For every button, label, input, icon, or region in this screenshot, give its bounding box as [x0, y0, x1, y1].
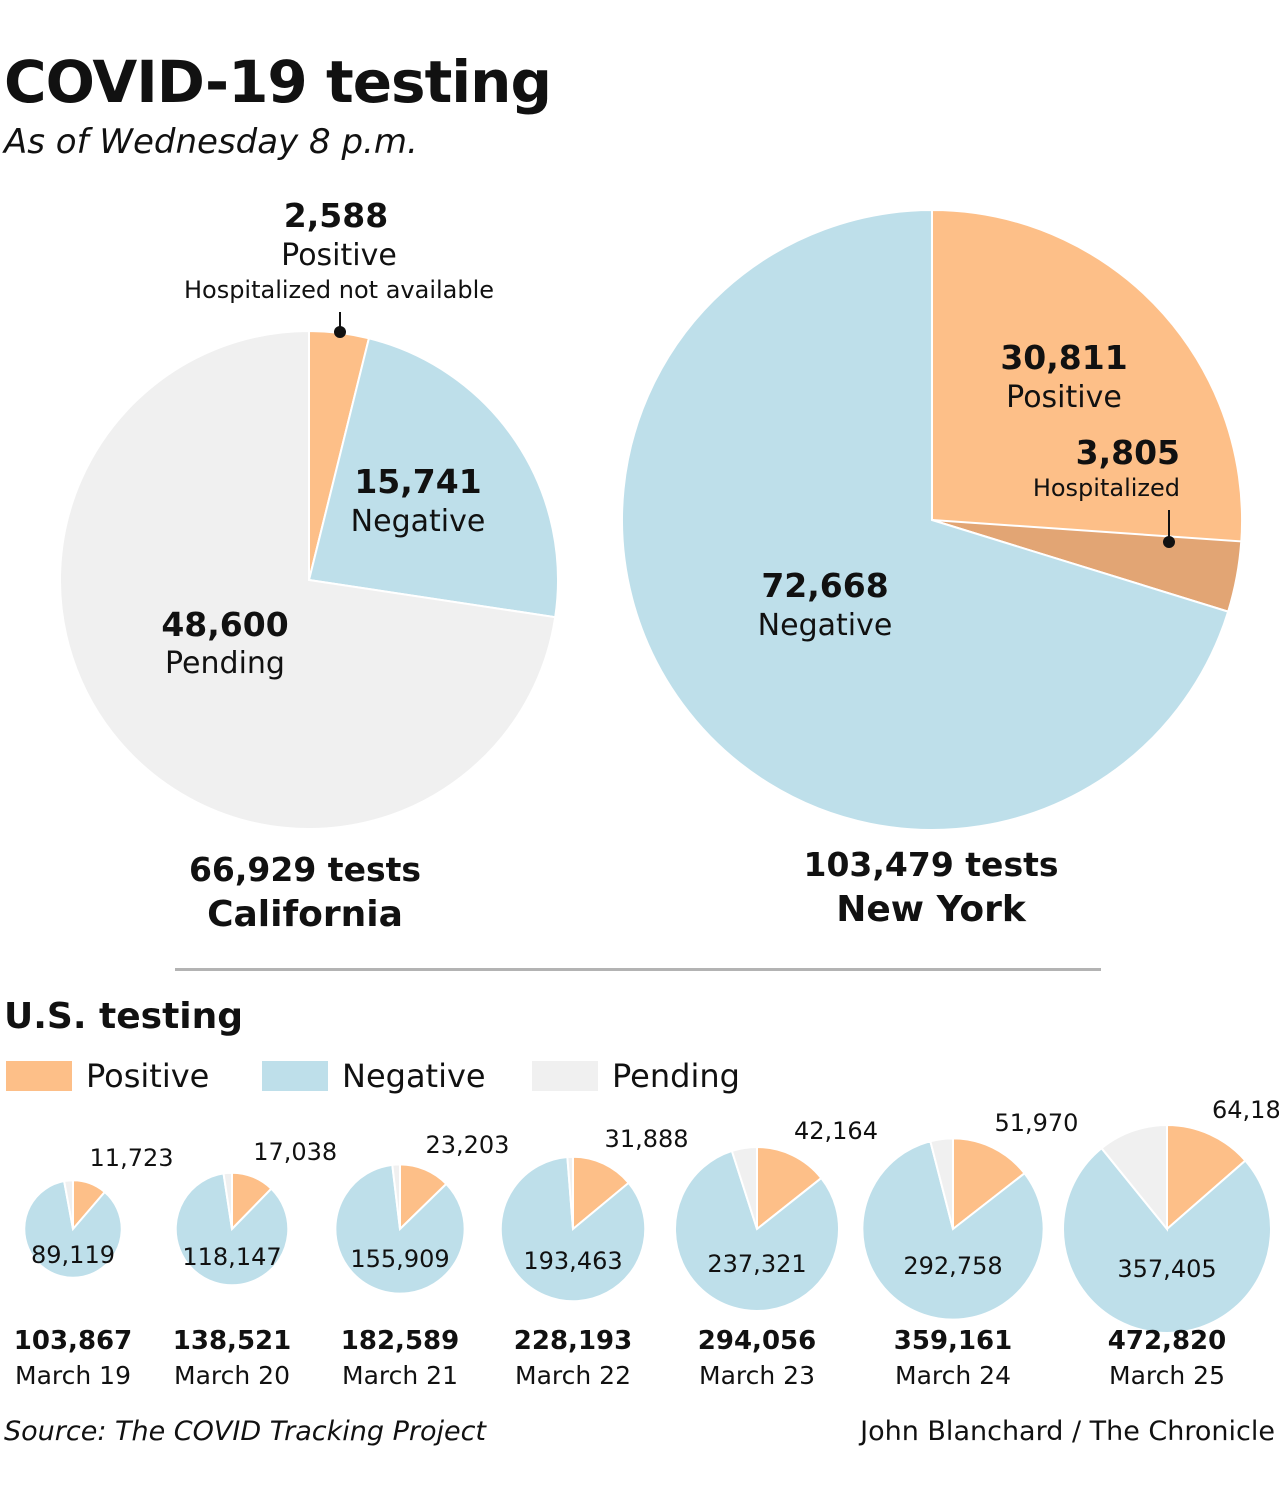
ny-total-tests: 103,479 tests	[803, 845, 1059, 884]
us-negative-slice	[1062, 1146, 1272, 1334]
us-positive-value: 64,180	[1212, 1096, 1279, 1125]
us-testing-title: U.S. testing	[4, 996, 244, 1037]
section-divider	[175, 968, 1101, 971]
ny-hospitalized-value: 3,805	[1075, 433, 1180, 472]
us-negative-value: 193,463	[523, 1247, 623, 1276]
us-negative-value: 237,321	[707, 1249, 807, 1278]
us-pending-slice	[566, 1155, 574, 1230]
us-negative-value: 357,405	[1117, 1255, 1217, 1283]
us-positive-slice	[952, 1137, 1026, 1232]
ca-pending-slice	[59, 329, 557, 830]
us-negative-slice	[174, 1172, 290, 1287]
us-total-value: 359,161	[893, 1326, 1013, 1356]
ny-positive-label: Positive	[1006, 380, 1122, 415]
us-negative-slice	[673, 1149, 840, 1312]
legend-positive: Positive	[6, 1056, 209, 1096]
ca-negative-value: 15,741	[354, 462, 482, 501]
us-total-value: 228,193	[513, 1326, 633, 1356]
us-negative-value: 118,147	[182, 1243, 282, 1272]
ny-positive-slice	[931, 208, 1243, 613]
ny-negative-label: Negative	[757, 608, 893, 643]
us-negative-value: 155,909	[350, 1245, 450, 1274]
us-total-value: 472,820	[1107, 1326, 1227, 1356]
legend-positive-label: Positive	[86, 1057, 210, 1095]
us-date-label: March 24	[895, 1361, 1011, 1390]
ny-hospitalized-leader-dot	[1163, 536, 1175, 548]
us-pending-slice	[929, 1137, 954, 1230]
legend-pending: Pending	[532, 1056, 740, 1096]
us-negative-value: 292,758	[903, 1251, 1003, 1280]
source-note: Source: The COVID Tracking Project	[4, 1416, 487, 1447]
us-total-value: 103,867	[13, 1326, 133, 1356]
us-positive-slice	[1166, 1123, 1247, 1232]
legend-positive-swatch	[6, 1061, 72, 1091]
us-date-label: March 19	[15, 1361, 131, 1390]
us-pending-slice	[62, 1179, 74, 1230]
ca-pending-value: 48,600	[161, 605, 289, 644]
ca-pending-label: Pending	[165, 646, 285, 681]
ca-hospitalized-note: Hospitalized not available	[183, 276, 495, 304]
us-date-label: March 20	[174, 1361, 290, 1390]
legend-pending-label: Pending	[612, 1057, 740, 1095]
legend-negative-label: Negative	[342, 1057, 486, 1095]
chart-title: COVID-19 testing	[4, 48, 552, 116]
ny-hospitalized-label: Hospitalized	[1032, 474, 1180, 502]
us-negative-slice	[499, 1155, 647, 1303]
us-date-label: March 25	[1109, 1361, 1225, 1390]
us-pending-slice	[391, 1163, 401, 1230]
ny-negative-slice	[621, 208, 1230, 831]
us-pending-slice	[730, 1145, 758, 1230]
ca-positive-value: 2,588	[283, 196, 389, 235]
us-positive-value: 51,970	[994, 1109, 1079, 1138]
us-negative-value: 89,119	[31, 1241, 115, 1270]
us-date-label: March 22	[515, 1361, 631, 1390]
us-pending-slice	[1100, 1123, 1168, 1232]
legend-pending-swatch	[532, 1061, 598, 1091]
credit-note: John Blanchard / The Chronicle	[860, 1416, 1275, 1447]
ca-negative-slice	[307, 337, 559, 619]
ca-positive-leader-dot	[334, 326, 346, 338]
ca-negative-label: Negative	[350, 504, 486, 539]
us-date-label: March 23	[699, 1361, 815, 1390]
ny-state-name: New York	[836, 889, 1026, 930]
ca-state-name: California	[207, 894, 403, 935]
us-negative-slice	[861, 1140, 1045, 1321]
us-total-value: 294,056	[697, 1326, 817, 1356]
us-positive-value: 31,888	[604, 1125, 689, 1153]
us-positive-value: 17,038	[253, 1137, 338, 1166]
us-positive-value: 42,164	[793, 1116, 878, 1145]
legend-negative: Negative	[262, 1056, 486, 1096]
ca-total-tests: 66,929 tests	[188, 850, 422, 889]
us-total-value: 182,589	[340, 1326, 460, 1356]
ny-negative-value: 72,668	[761, 566, 889, 605]
us-positive-value: 11,723	[89, 1143, 174, 1172]
us-positive-slice	[756, 1145, 823, 1232]
ny-positive-value: 30,811	[1000, 338, 1128, 377]
ca-positive-label: Positive	[281, 238, 397, 273]
chart-subtitle: As of Wednesday 8 p.m.	[4, 122, 418, 162]
us-negative-slice	[23, 1179, 123, 1279]
us-date-label: March 21	[342, 1361, 458, 1390]
legend-negative-swatch	[262, 1061, 328, 1091]
us-positive-value: 23,203	[425, 1130, 510, 1159]
us-positive-slice	[572, 1155, 631, 1232]
us-negative-slice	[334, 1163, 466, 1295]
us-total-value: 138,521	[172, 1326, 292, 1356]
us-pending-slice	[222, 1171, 233, 1230]
